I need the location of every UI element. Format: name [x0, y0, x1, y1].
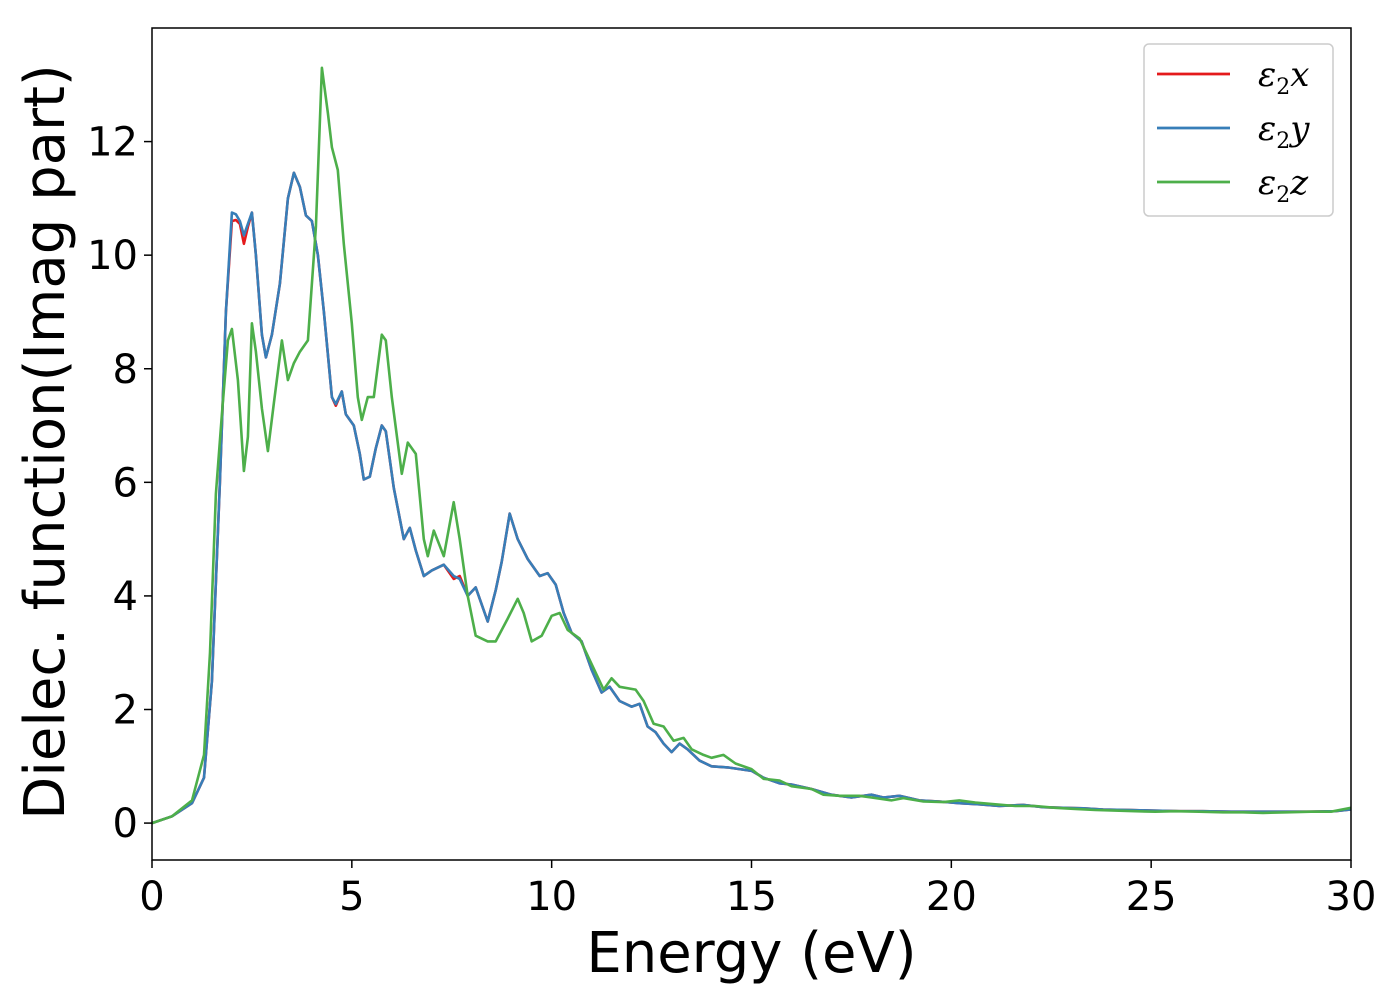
plot-frame	[151, 27, 1352, 861]
series-line-z	[152, 66, 1351, 825]
x-tick-label: 20	[926, 874, 977, 920]
legend-item-z: ε2z	[1157, 163, 1309, 208]
y-tick-label: 8	[113, 347, 138, 393]
x-tick-label: 0	[139, 874, 164, 920]
y-tick-label: 10	[87, 233, 138, 279]
plot-area	[152, 66, 1351, 825]
y-axis-title: Dielec. function(Imag part)	[13, 64, 78, 820]
legend-box	[1143, 43, 1334, 217]
y-tick-label: 6	[113, 460, 138, 506]
series-line-x	[152, 171, 1351, 825]
legend-label: ε2y	[1258, 109, 1310, 154]
y-tick-label: 2	[113, 688, 138, 734]
y-tick-label: 0	[113, 801, 138, 847]
axis-ticks: 0 5 10 15 20 25 30 0 2 4 6 8 10 12	[87, 120, 1376, 920]
legend-label: ε2z	[1258, 163, 1309, 208]
x-tick-label: 10	[526, 874, 577, 920]
series-line-y	[152, 171, 1351, 825]
legend-item-x: ε2x	[1157, 55, 1309, 100]
x-tick-label: 15	[726, 874, 777, 920]
legend: ε2x ε2y ε2z	[1143, 43, 1334, 217]
x-tick-label: 5	[339, 874, 364, 920]
legend-item-y: ε2y	[1157, 109, 1310, 154]
x-axis-title: Energy (eV)	[586, 921, 916, 986]
y-tick-label: 12	[87, 120, 138, 166]
x-tick-label: 25	[1126, 874, 1177, 920]
y-tick-label: 4	[113, 574, 138, 620]
x-tick-label: 30	[1326, 874, 1377, 920]
legend-label: ε2x	[1258, 55, 1309, 100]
